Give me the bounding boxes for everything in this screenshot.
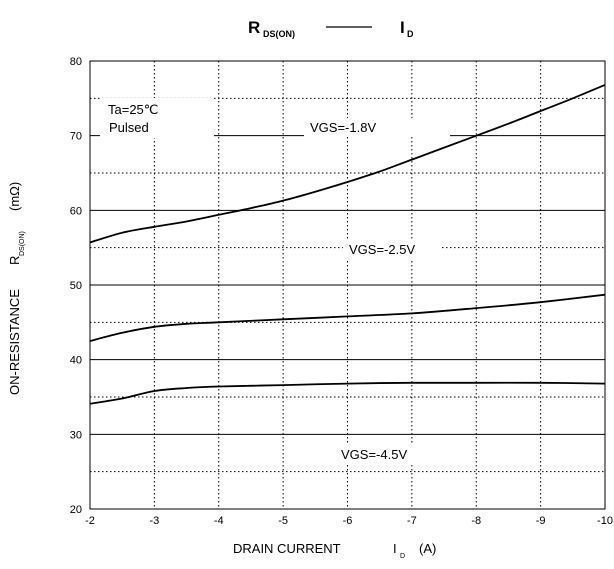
x-axis-symbol-subscript: D — [400, 553, 405, 560]
x-tick-label: -10 — [597, 515, 613, 527]
y-tick-label: 20 — [70, 504, 82, 516]
series-label-vgs-1-8v: VGS=-1.8V — [310, 120, 376, 135]
series-label-vgs-2-5v: VGS=-2.5V — [349, 242, 415, 257]
x-tick-labels: -2 -3 -4 -5 -6 -7 -8 -9 -10 — [85, 515, 613, 527]
label-background — [100, 98, 214, 138]
x-tick-label: -2 — [85, 515, 95, 527]
plot-frame — [89, 60, 606, 510]
series-line-2 — [89, 381, 606, 405]
x-tick-label: -5 — [278, 515, 288, 527]
label-background — [304, 118, 450, 137]
title-rds-symbol: R — [248, 18, 260, 37]
y-tick-label: 40 — [70, 355, 82, 367]
x-tick-label: -6 — [343, 515, 353, 527]
y-axis-symbol-subscript: DS(ON) — [19, 231, 26, 256]
y-tick-label: 70 — [70, 131, 82, 143]
series-line-1 — [89, 293, 606, 342]
x-tick-label: -9 — [536, 515, 546, 527]
x-tick-label: -7 — [407, 515, 417, 527]
series-label-vgs-4-5v: VGS=-4.5V — [341, 447, 407, 462]
annotation-pulsed: Pulsed — [109, 120, 149, 135]
label-background — [335, 445, 429, 464]
series-line-0 — [89, 84, 606, 244]
title-id-symbol: I — [400, 18, 405, 37]
title-rds-subscript: DS(ON) — [263, 29, 295, 39]
y-tick-label: 30 — [70, 429, 82, 441]
y-axis-label: ON-RESISTANCE — [7, 289, 22, 395]
series-lines — [89, 84, 606, 405]
x-tick-label: -8 — [471, 515, 481, 527]
grid — [90, 61, 605, 509]
x-axis-label: DRAIN CURRENT — [233, 541, 341, 556]
x-axis-unit: (A) — [419, 541, 436, 556]
x-tick-label: -3 — [149, 515, 159, 527]
label-background — [343, 240, 441, 259]
y-tick-labels: 20 30 40 50 60 70 80 — [70, 56, 82, 516]
x-tick-label: -4 — [214, 515, 224, 527]
y-tick-label: 80 — [70, 56, 82, 68]
x-axis-symbol: I — [393, 541, 397, 556]
y-axis-unit: (mΩ) — [7, 182, 22, 211]
y-tick-label: 60 — [70, 205, 82, 217]
y-axis-symbol: R — [7, 256, 22, 265]
title-id-subscript: D — [407, 29, 414, 39]
y-tick-label: 50 — [70, 280, 82, 292]
annotation-temperature: Ta=25℃ — [108, 102, 158, 117]
y-axis-title: ON-RESISTANCE R DS(ON) (mΩ) — [7, 182, 26, 395]
